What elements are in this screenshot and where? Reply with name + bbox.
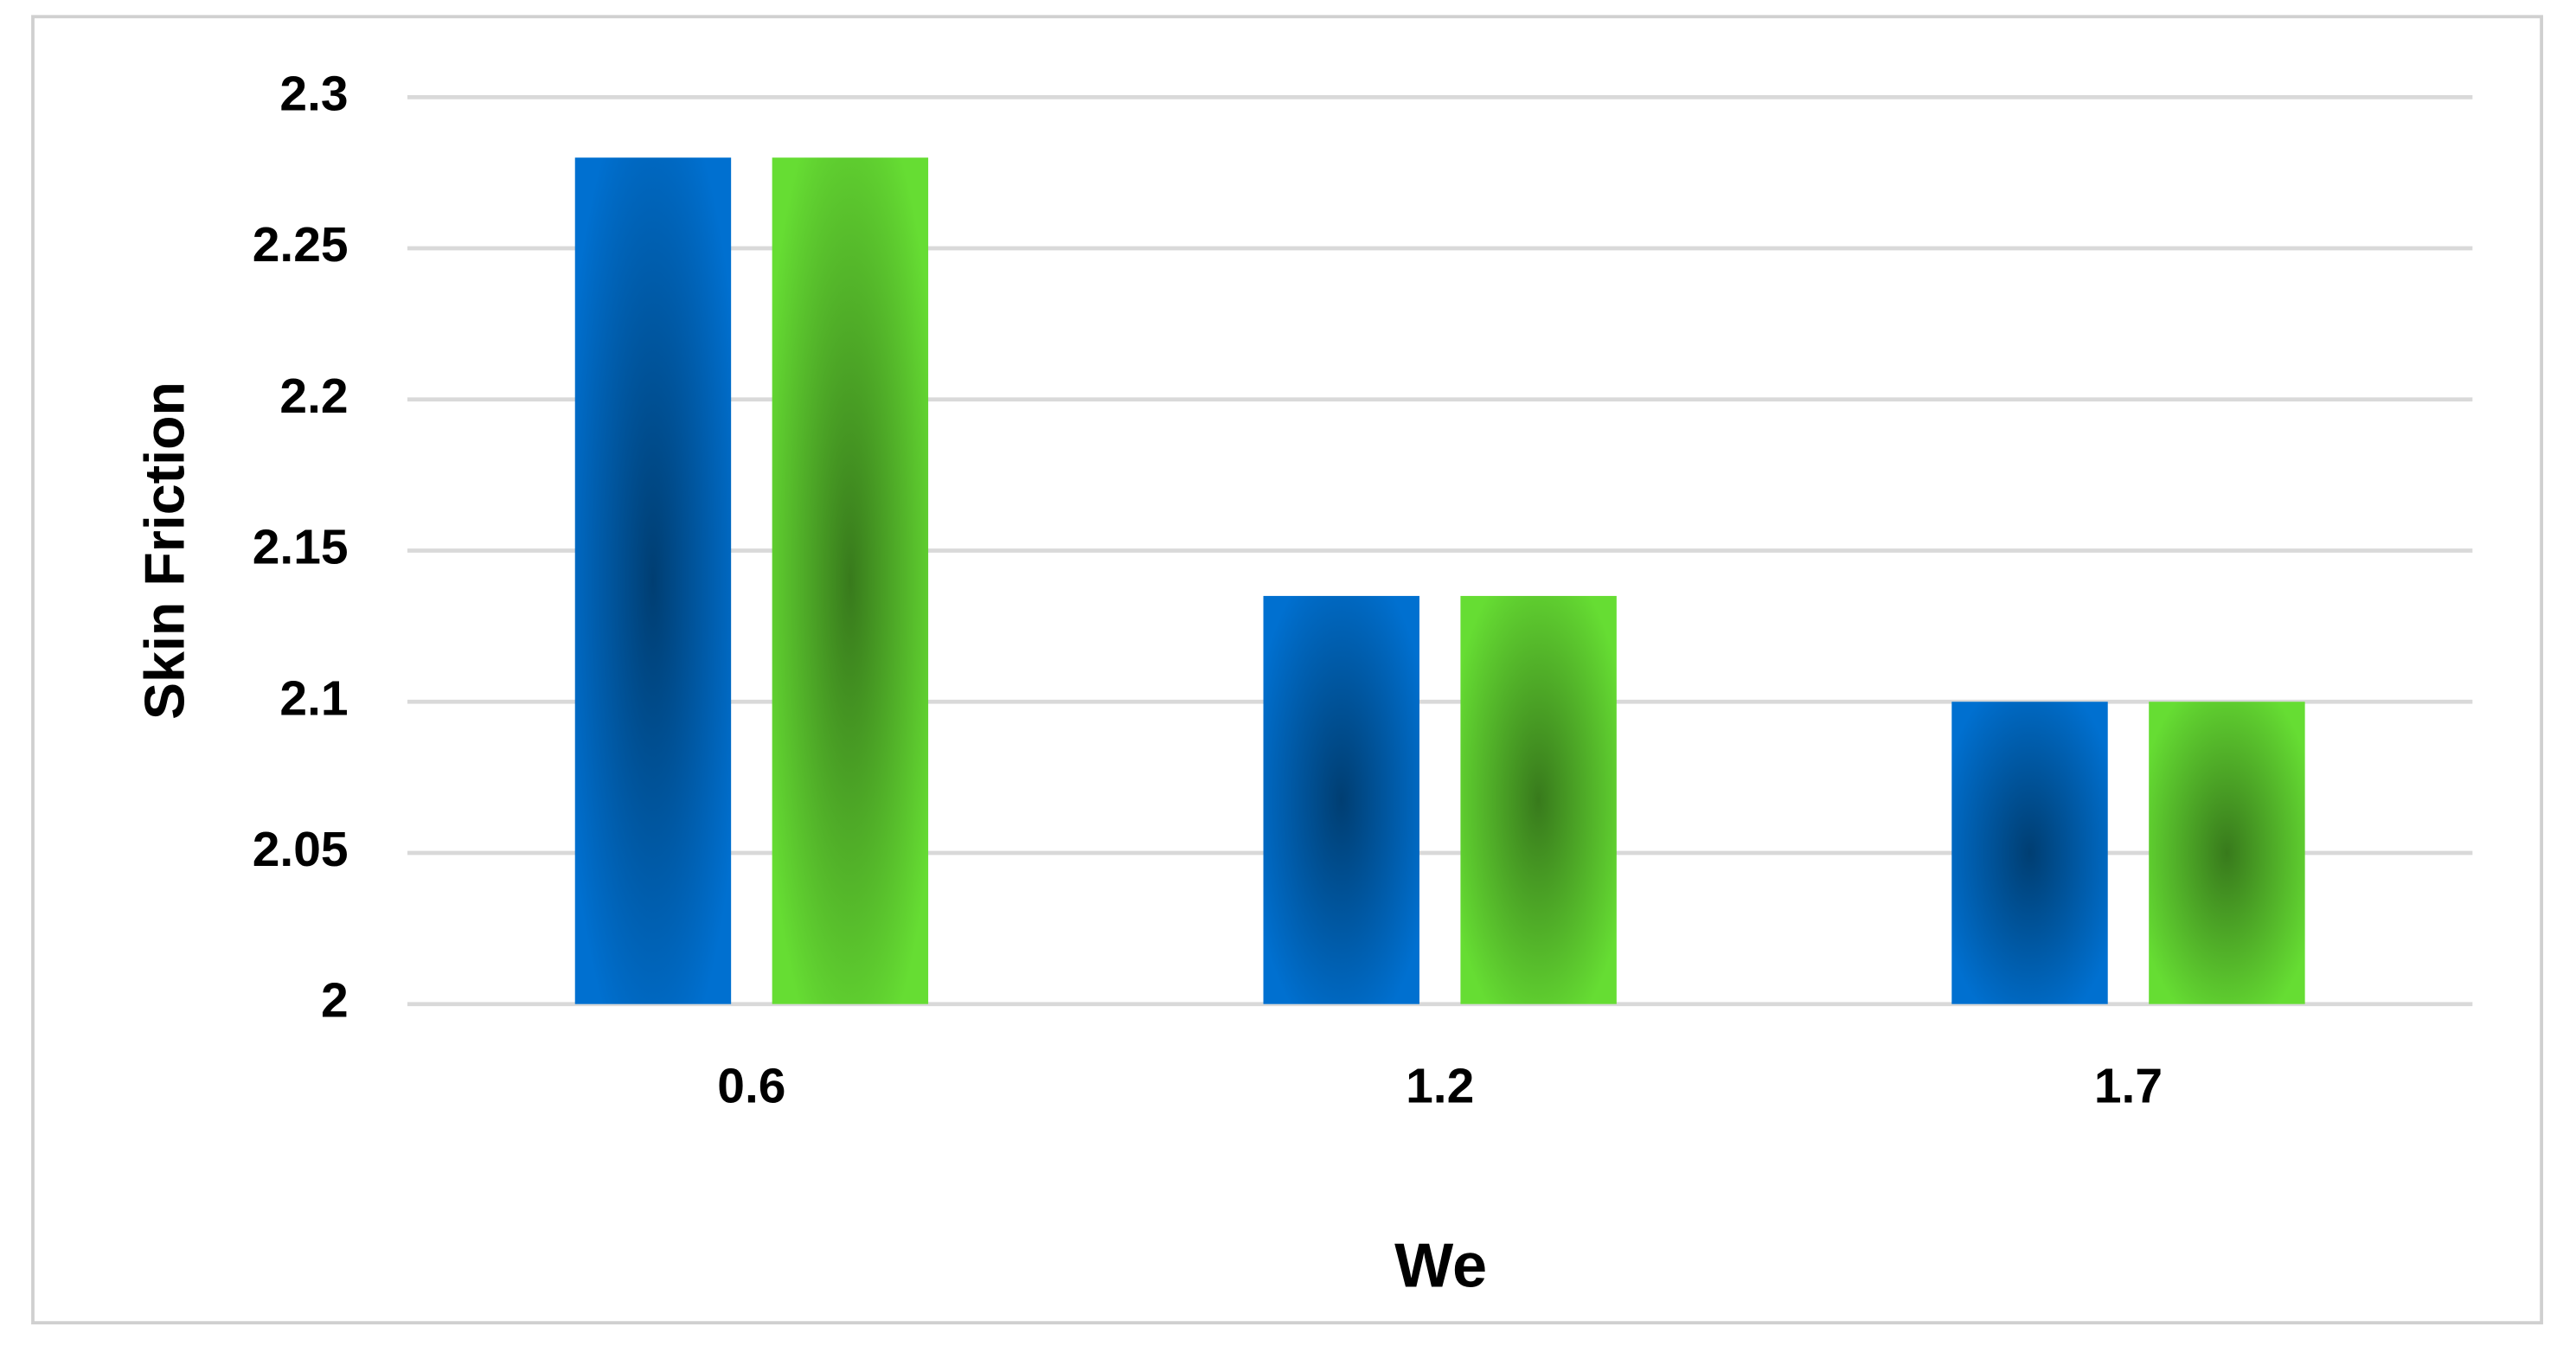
y-tick-label: 2.15 (253, 520, 349, 575)
y-tick-label: 2.3 (279, 66, 348, 121)
bar (1263, 595, 1419, 1004)
bar (1460, 595, 1617, 1004)
x-tick-label: 1.2 (1406, 1059, 1474, 1114)
bar (2149, 702, 2305, 1004)
x-tick-label: 1.7 (2094, 1059, 2163, 1114)
bar (1951, 702, 2108, 1004)
y-tick-label: 2.25 (253, 217, 349, 272)
bar (574, 157, 732, 1004)
y-tick-label: 2.1 (279, 670, 348, 726)
x-axis-label: We (1394, 1231, 1487, 1300)
x-tick-label: 0.6 (717, 1059, 785, 1114)
y-tick-label: 2 (321, 973, 349, 1029)
y-tick-label: 2.2 (279, 369, 348, 424)
bar (772, 157, 929, 1004)
y-tick-label: 2.05 (253, 822, 349, 877)
y-axis-label: Skin Friction (134, 381, 196, 720)
